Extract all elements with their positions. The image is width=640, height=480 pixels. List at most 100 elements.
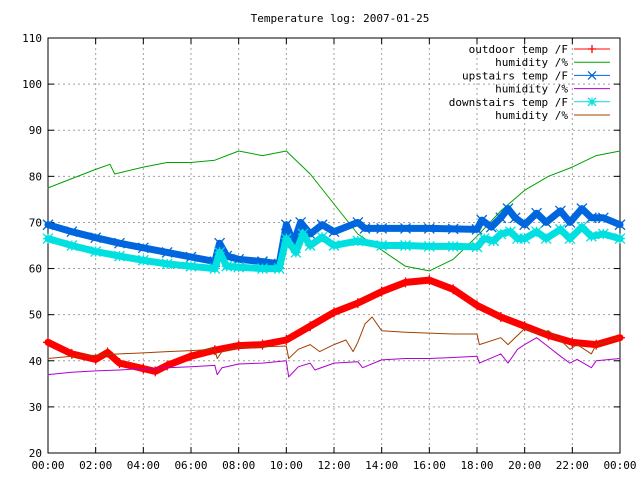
data-point-marker xyxy=(564,216,576,228)
data-point-marker xyxy=(66,240,78,251)
data-point-marker xyxy=(472,300,482,311)
data-point-marker xyxy=(495,228,507,240)
data-point-marker xyxy=(376,222,388,234)
x-tick-label: 18:00 xyxy=(460,459,493,472)
x-tick-label: 10:00 xyxy=(270,459,303,472)
data-point-marker xyxy=(257,263,268,275)
legend-label: downstairs temp /F xyxy=(449,96,568,109)
plot-frame xyxy=(47,37,621,454)
data-point-marker xyxy=(352,216,364,228)
series-1 xyxy=(47,150,621,272)
data-point-marker xyxy=(540,216,552,228)
y-tick-label: 50 xyxy=(29,309,42,322)
data-point-marker xyxy=(316,219,328,231)
data-point-marker xyxy=(376,286,387,297)
data-point-marker xyxy=(471,241,483,253)
data-point-marker xyxy=(209,263,221,275)
data-point-marker xyxy=(554,205,566,217)
y-tick-label: 80 xyxy=(29,170,42,183)
x-tick-label: 04:00 xyxy=(127,459,160,472)
data-point-marker xyxy=(233,261,245,273)
data-point-marker xyxy=(305,321,316,332)
data-point-marker xyxy=(162,360,173,371)
x-tick-label: 02:00 xyxy=(79,459,112,472)
data-point-marker xyxy=(329,307,339,318)
data-point-marker xyxy=(359,222,371,234)
x-tick-label: 00:00 xyxy=(31,459,64,472)
x-tick-label: 12:00 xyxy=(317,459,350,472)
data-point-marker xyxy=(471,223,483,235)
data-point-marker xyxy=(597,228,609,240)
y-tick-label: 20 xyxy=(29,447,42,460)
data-point-marker xyxy=(485,221,497,233)
data-point-marker xyxy=(476,214,488,226)
data-point-marker xyxy=(281,335,292,346)
y-tick-label: 90 xyxy=(29,124,42,137)
data-point-marker xyxy=(423,222,435,234)
data-point-marker xyxy=(214,237,226,249)
data-point-marker xyxy=(495,212,507,224)
data-point-marker xyxy=(137,242,149,254)
grid-lines xyxy=(48,38,620,453)
series-lines xyxy=(42,150,626,378)
data-point-marker xyxy=(448,284,459,295)
data-point-marker xyxy=(114,358,125,369)
data-point-marker xyxy=(114,250,125,262)
data-point-marker xyxy=(447,240,459,252)
data-point-marker xyxy=(352,298,363,309)
legend-label: humidity /% xyxy=(495,56,568,69)
data-point-marker xyxy=(588,45,596,53)
data-point-marker xyxy=(502,203,514,215)
data-point-marker xyxy=(304,240,316,251)
data-point-marker xyxy=(495,311,506,322)
data-point-marker xyxy=(280,219,292,231)
data-point-marker xyxy=(214,246,226,258)
data-point-marker xyxy=(66,348,77,359)
data-point-marker xyxy=(564,233,576,245)
data-point-marker xyxy=(478,233,490,245)
data-point-marker xyxy=(376,240,388,251)
data-point-marker xyxy=(576,221,588,233)
y-tick-label: 40 xyxy=(29,355,42,368)
data-point-marker xyxy=(328,226,340,238)
data-point-marker xyxy=(161,258,173,270)
y-tick-label: 100 xyxy=(22,78,42,91)
y-tick-label: 30 xyxy=(29,401,42,414)
data-point-marker xyxy=(531,207,543,219)
data-point-marker xyxy=(185,260,197,272)
data-point-marker xyxy=(90,354,101,365)
x-tick-label: 06:00 xyxy=(174,459,207,472)
data-point-marker xyxy=(554,223,566,235)
data-point-marker xyxy=(519,321,530,332)
legend-label: humidity /% xyxy=(495,109,568,122)
series-0 xyxy=(43,275,625,377)
data-point-marker xyxy=(295,216,307,228)
data-point-marker xyxy=(273,263,285,275)
data-point-marker xyxy=(233,253,245,265)
data-point-marker xyxy=(585,230,597,242)
y-tick-label: 110 xyxy=(22,32,42,45)
chart-title: Temperature log: 2007-01-25 xyxy=(251,12,430,25)
data-point-marker xyxy=(585,212,597,224)
data-point-marker xyxy=(587,97,597,107)
x-tick-label: 16:00 xyxy=(413,459,446,472)
x-tick-label: 00:00 xyxy=(603,459,636,472)
data-point-marker xyxy=(540,233,552,245)
data-point-marker xyxy=(509,212,521,224)
y-tick-label: 60 xyxy=(29,263,42,276)
data-point-marker xyxy=(42,233,54,245)
data-point-marker xyxy=(114,237,125,249)
data-point-marker xyxy=(328,240,340,251)
data-point-marker xyxy=(576,203,588,215)
data-point-marker xyxy=(186,351,196,362)
data-point-marker xyxy=(519,233,531,245)
data-point-marker xyxy=(257,339,268,350)
legend-label: outdoor temp /F xyxy=(469,43,568,56)
data-point-marker xyxy=(543,330,554,341)
x-tick-label: 20:00 xyxy=(508,459,541,472)
data-point-marker xyxy=(400,222,411,234)
data-point-marker xyxy=(42,219,54,231)
data-point-marker xyxy=(352,235,364,247)
data-point-marker xyxy=(221,260,233,272)
